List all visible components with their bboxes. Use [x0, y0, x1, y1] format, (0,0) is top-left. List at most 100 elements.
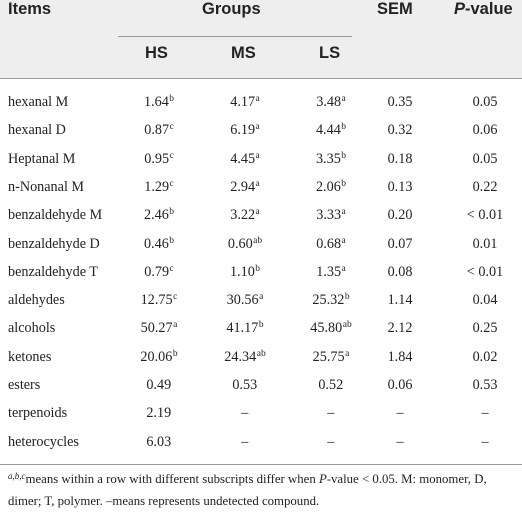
- cell-ls-superscript: b: [344, 292, 350, 303]
- cell-sem: 0.35: [388, 88, 413, 116]
- cell-p-value: 0.05: [473, 88, 498, 116]
- cell-item: heterocycles: [8, 433, 79, 450]
- cell-ls: 0.68a: [316, 230, 346, 260]
- cell-ms-value: 24.34: [224, 348, 257, 365]
- cell-hs: 0.49: [146, 371, 171, 401]
- cell-ms: 41.17b: [226, 314, 263, 344]
- cell-sem: 1.84: [388, 343, 413, 371]
- cell-item: n-Nonanal M: [8, 178, 85, 195]
- cell-ls: 3.48a: [316, 88, 346, 118]
- cell-hs-value: 2.19: [146, 405, 172, 422]
- table-bottom-divider: [0, 464, 522, 465]
- cell-sem-value: 1.84: [387, 348, 413, 365]
- cell-hs: 2.19: [146, 399, 171, 429]
- cell-item: esters: [8, 377, 41, 393]
- cell-ms-value: 4.45: [230, 150, 256, 167]
- cell-hs-value: 0.95: [144, 150, 170, 167]
- cell-p-value: 0.25: [473, 314, 498, 342]
- cell-p-value: < 0.01: [467, 201, 503, 229]
- cell-hs-superscript: b: [169, 235, 175, 246]
- cell-ls-value: 0.68: [316, 235, 342, 252]
- cell-sem-value: 0.06: [387, 377, 413, 393]
- cell-hs-value: 1.64: [143, 94, 169, 110]
- cell-hs-value: 2.46: [143, 207, 169, 224]
- cell-p-value-value: < 0.01: [466, 207, 504, 224]
- cell-item: benzaldehyde D: [8, 235, 100, 252]
- cell-ls-value: 3.33: [316, 207, 342, 224]
- cell-hs-superscript: b: [169, 94, 175, 104]
- cell-ms: –: [241, 428, 249, 458]
- cell-ms-value: 0.53: [232, 377, 258, 393]
- cell-ms: 2.94a: [230, 173, 260, 203]
- cell-ms-superscript: ab: [256, 348, 266, 359]
- cell-ls-value: –: [327, 433, 335, 450]
- cell-hs: 1.29c: [144, 173, 174, 203]
- cell-ls: 4.44b: [316, 116, 346, 146]
- cell-hs-value: 50.27: [140, 320, 173, 337]
- cell-ms: 4.17a: [230, 88, 260, 118]
- groups-underline: [118, 36, 352, 37]
- cell-ms: 3.22a: [230, 201, 260, 231]
- footnote-superscripts: a,b,c: [8, 471, 26, 481]
- cell-hs-superscript: b: [169, 207, 175, 218]
- cell-ls-value: 4.44: [315, 122, 341, 139]
- cell-ms-superscript: ab: [253, 235, 263, 246]
- header-hs: HS: [145, 44, 168, 62]
- cell-ms-value: 41.17: [226, 320, 259, 337]
- cell-sem-value: 0.18: [387, 150, 413, 167]
- cell-hs: 0.46b: [144, 230, 174, 260]
- header-p-suffix: -value: [465, 0, 513, 18]
- table-row: hexanal D 0.87c 6.19a 4.44b 0.32 0.06: [0, 116, 522, 144]
- cell-hs: 12.75c: [141, 286, 178, 316]
- cell-p-value: –: [481, 399, 488, 427]
- cell-ls: 2.06b: [316, 173, 346, 203]
- cell-sem: 0.20: [388, 201, 413, 229]
- cell-sem-value: 2.12: [387, 320, 413, 337]
- cell-sem: 0.32: [388, 116, 413, 144]
- cell-item: terpenoids: [8, 405, 68, 422]
- footnote-text-1: means within a row with different subscr…: [25, 472, 319, 486]
- cell-hs-value: 1.29: [144, 178, 170, 195]
- cell-item: benzaldehyde M: [8, 207, 103, 224]
- cell-sem-value: 0.08: [387, 263, 413, 280]
- header-p-value: P-value: [454, 0, 513, 19]
- cell-ls-superscript: b: [341, 178, 347, 189]
- cell-ms-superscript: a: [255, 122, 260, 133]
- cell-sem: 0.13: [388, 173, 413, 201]
- cell-ls-superscript: b: [341, 122, 347, 133]
- table-row: benzaldehyde M 2.46b 3.22a 3.33a 0.20 < 0.01: [0, 201, 522, 229]
- cell-ms: 30.56a: [227, 286, 264, 316]
- cell-ms-value: –: [241, 405, 249, 422]
- cell-ms-value: 3.22: [230, 207, 256, 224]
- cell-sem: 0.18: [388, 145, 413, 173]
- header-items: Items: [8, 0, 52, 18]
- cell-ls-superscript: a: [341, 263, 346, 274]
- cell-sem-value: 0.35: [387, 94, 413, 110]
- cell-hs-value: 0.87: [144, 122, 170, 139]
- cell-ms-value: 0.60: [227, 235, 253, 252]
- cell-hs-value: 0.79: [144, 263, 170, 280]
- table-row: alcohols 50.27a 41.17b 45.80ab 2.12 0.25: [0, 314, 522, 342]
- cell-ls-value: 2.06: [315, 178, 341, 195]
- cell-ls-value: 3.35: [315, 150, 341, 167]
- cell-ms-value: 30.56: [226, 292, 259, 309]
- cell-sem-value: 0.13: [387, 178, 413, 195]
- cell-p-value: 0.05: [473, 145, 498, 173]
- cell-ls: –: [327, 428, 335, 458]
- cell-p-value: 0.01: [473, 230, 498, 258]
- cell-ls: 3.35b: [316, 145, 346, 175]
- cell-ms-superscript: a: [255, 178, 260, 189]
- cell-sem: 0.08: [388, 258, 413, 286]
- cell-hs-superscript: b: [172, 348, 178, 359]
- cell-p-value: –: [481, 428, 488, 456]
- cell-ms-superscript: b: [255, 263, 261, 274]
- header-ls: LS: [319, 44, 341, 62]
- cell-sem-value: 0.20: [387, 207, 413, 224]
- cell-hs: 2.46b: [144, 201, 174, 231]
- cell-hs: 20.06b: [140, 343, 177, 373]
- table-footnote: a,b,cmeans within a row with different s…: [8, 469, 516, 512]
- header-groups: Groups: [202, 0, 261, 18]
- cell-ls-value: 0.52: [318, 377, 344, 393]
- cell-hs-value: 20.06: [140, 348, 173, 365]
- cell-p-value-value: 0.05: [472, 94, 498, 110]
